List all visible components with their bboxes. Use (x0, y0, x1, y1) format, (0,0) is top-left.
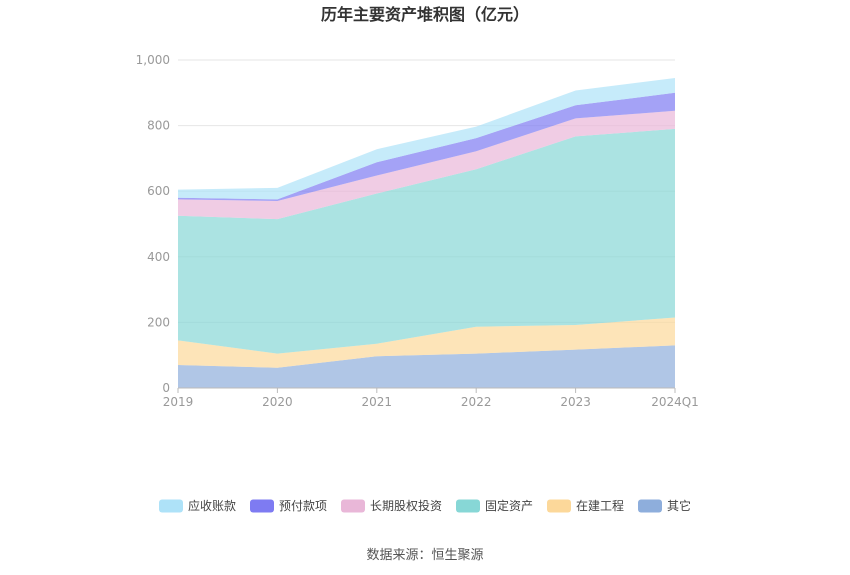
legend-swatch (456, 499, 480, 513)
chart-title: 历年主要资产堆积图（亿元） (321, 5, 529, 24)
legend-label: 预付款项 (279, 499, 327, 513)
area-长期股权投资 (178, 110, 675, 220)
legend-item-长期股权投资[interactable]: 长期股权投资 (341, 498, 442, 513)
legend-label: 长期股权投资 (370, 498, 442, 513)
area-固定资产 (178, 128, 675, 354)
legend-swatch (250, 499, 274, 513)
legend-label: 其它 (667, 498, 691, 513)
legend-label: 在建工程 (576, 498, 624, 513)
area-在建工程 (178, 317, 675, 368)
y-tick-label: 600 (147, 184, 170, 198)
x-tick-label: 2019 (163, 395, 194, 409)
x-tick-label: 2022 (461, 395, 492, 409)
y-tick-label: 800 (147, 119, 170, 133)
area-series (178, 78, 675, 388)
legend-label: 应收账款 (188, 498, 236, 513)
y-tick-label: 1,000 (136, 53, 170, 67)
area-预付款项 (178, 92, 675, 201)
data-source-label: 数据来源：恒生聚源 (366, 548, 483, 563)
legend-swatch (341, 499, 365, 513)
legend-item-固定资产[interactable]: 固定资产 (456, 498, 533, 513)
legend-item-应收账款[interactable]: 应收账款 (159, 498, 236, 513)
x-tick-label: 2024Q1 (651, 395, 699, 409)
y-tick-label: 200 (147, 315, 170, 329)
legend-item-在建工程[interactable]: 在建工程 (547, 498, 624, 513)
legend-item-预付款项[interactable]: 预付款项 (250, 499, 327, 513)
legend-label: 固定资产 (485, 498, 533, 513)
area-应收账款 (178, 78, 675, 200)
x-tick-label: 2020 (262, 395, 293, 409)
y-tick-label: 400 (147, 250, 170, 264)
legend-swatch (547, 499, 571, 513)
area-其它 (178, 345, 675, 388)
y-tick-label: 0 (162, 381, 170, 395)
x-tick-label: 2021 (362, 395, 393, 409)
axes: 0 200 400 600 800 1,000 2019 2020 2021 2022 2023 20… (136, 53, 699, 409)
legend-item-其它[interactable]: 其它 (638, 498, 691, 513)
x-tick-label: 2023 (560, 395, 591, 409)
legend-swatch (159, 499, 183, 513)
legend-swatch (638, 499, 662, 513)
legend[interactable]: 应收账款 预付款项 长期股权投资 固定资产 在建工程 其它 (159, 498, 691, 513)
